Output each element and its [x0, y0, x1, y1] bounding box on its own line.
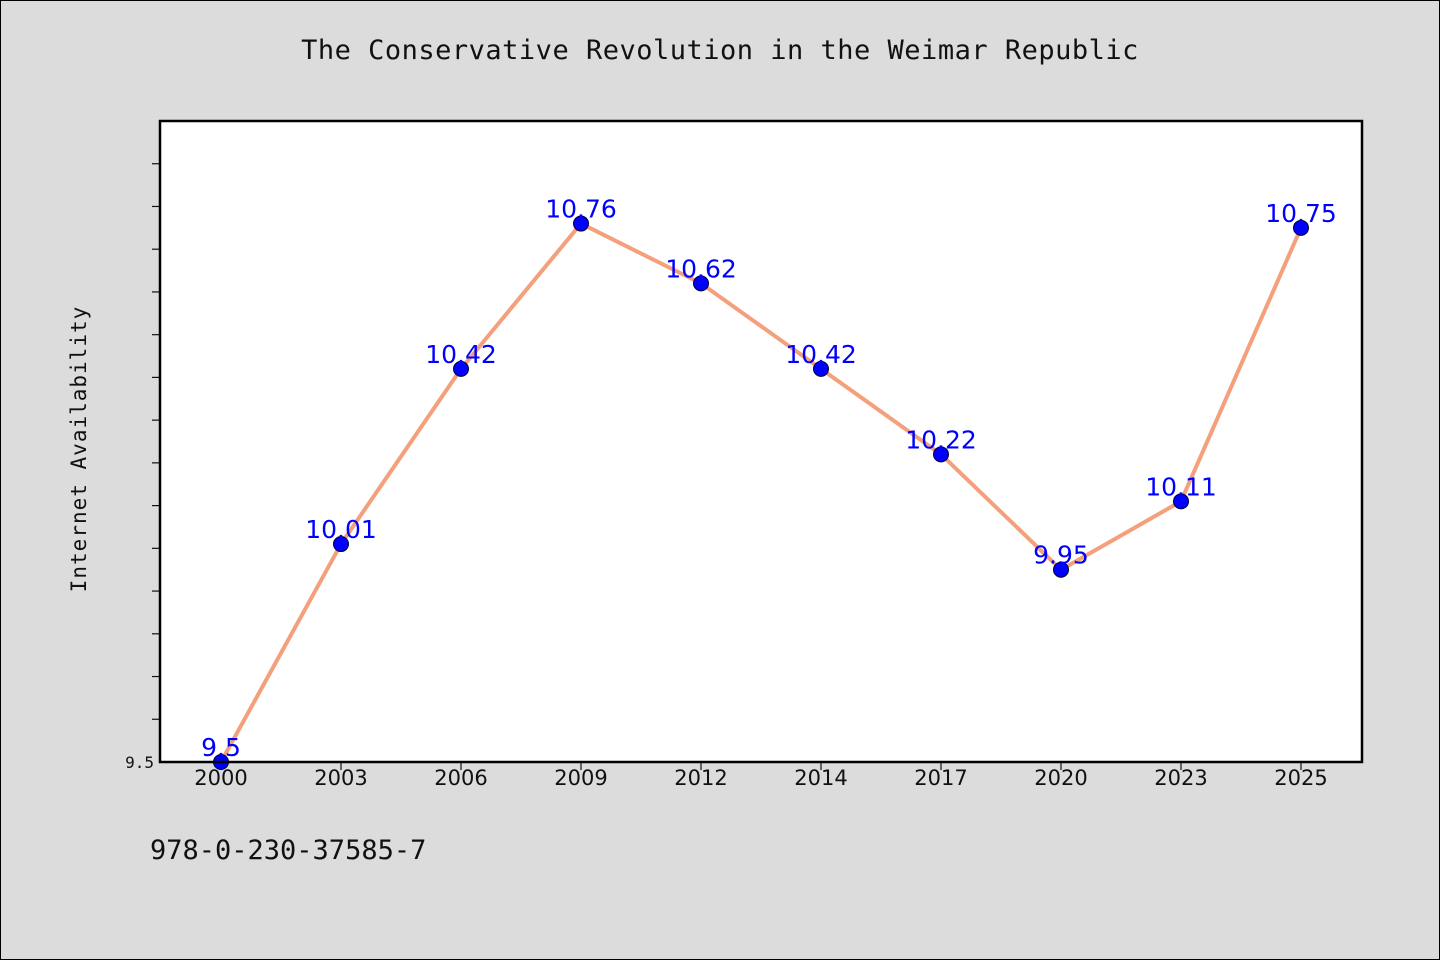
data-point: [693, 275, 709, 292]
x-tick-label: 2012: [674, 766, 727, 790]
x-tick-label: 2003: [314, 766, 367, 790]
data-label: 10.01: [305, 515, 377, 544]
plot-frame: [158, 119, 1364, 764]
data-label: 10.76: [545, 195, 617, 224]
data-label: 9.95: [1033, 541, 1089, 570]
y-tick-label: 9.5: [125, 753, 154, 772]
x-tick-label: 2009: [554, 766, 607, 790]
x-tick-label: 2017: [914, 766, 967, 790]
footer-code: 978-0-230-37585-7: [150, 835, 427, 866]
data-point: [573, 215, 589, 232]
data-point: [933, 446, 949, 463]
data-label: 10.22: [905, 425, 977, 454]
series-line: [219, 221, 1303, 764]
data-label: 10.62: [665, 254, 737, 283]
data-point: [1173, 493, 1189, 510]
x-tick-label: 2025: [1274, 766, 1327, 790]
data-label: 10.75: [1265, 199, 1337, 228]
x-tick-label: 2014: [794, 766, 847, 790]
data-label: 9.5: [201, 733, 241, 762]
data-point: [813, 360, 829, 377]
data-point: [1293, 219, 1309, 236]
data-point: [333, 536, 349, 553]
data-label: 10.42: [425, 340, 497, 369]
data-label: 10.11: [1145, 472, 1217, 501]
data-point: [453, 360, 469, 377]
x-tick-label: 2006: [434, 766, 487, 790]
data-label: 10.42: [785, 340, 857, 369]
x-tick-label: 2020: [1034, 766, 1087, 790]
chart-title: The Conservative Revolution in the Weima…: [301, 35, 1139, 66]
x-tick-label: 2023: [1154, 766, 1207, 790]
data-point: [1053, 561, 1069, 578]
plot-area: [160, 121, 1362, 762]
